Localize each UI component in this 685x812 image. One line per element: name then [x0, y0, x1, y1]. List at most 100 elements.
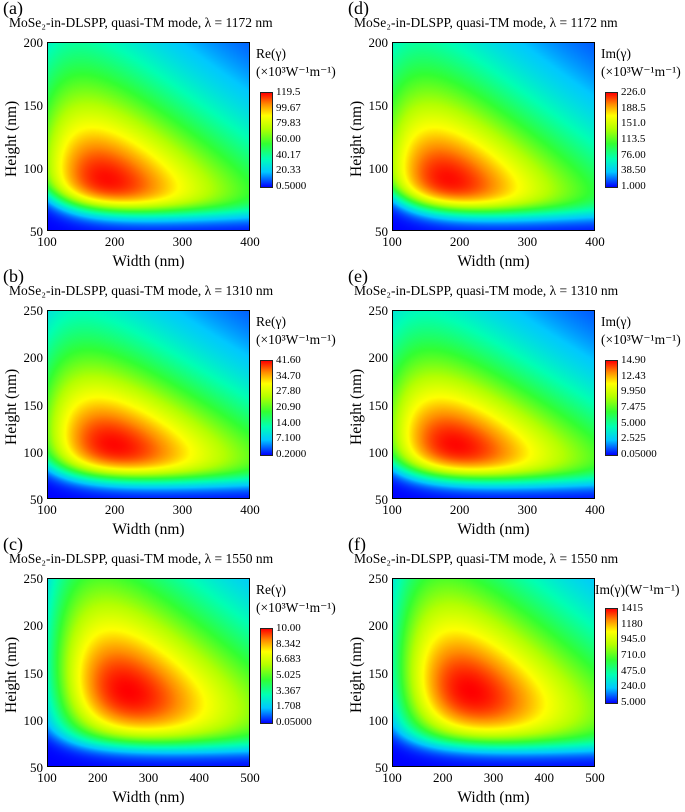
colorbar-tick-label: 188.5	[621, 101, 646, 114]
colorbar-tick-label: 38.50	[621, 164, 646, 177]
colorbar	[260, 628, 273, 724]
colorbar-title: (×10³W⁻¹m⁻¹)	[256, 332, 336, 347]
colorbar-tick-label: 10.00	[276, 622, 301, 634]
y-tick-label: 150	[368, 397, 389, 413]
colorbar-tick-label: 710.0	[621, 649, 646, 661]
y-axis-label: Height (nm)	[348, 100, 365, 177]
x-tick-label: 400	[585, 234, 605, 249]
colorbar-tick-label: 0.05000	[621, 448, 657, 460]
y-tick-label: 100	[23, 444, 44, 460]
colorbar-tick-label: 240.0	[621, 680, 646, 693]
x-tick-label: 300	[517, 234, 538, 249]
colorbar-title: Re(γ)	[256, 314, 286, 329]
chart-panel: (e) MoSe₂-in-DLSPP, quasi-TM mode, λ = 13…	[345, 266, 685, 538]
y-tick-label: 200	[23, 350, 44, 366]
chart-panel: (b) MoSe₂-in-DLSPP, quasi-TM mode, λ = 13…	[0, 266, 340, 538]
y-tick-label: 50	[30, 224, 43, 239]
colorbar	[605, 360, 618, 456]
x-axis-label: Width (nm)	[457, 789, 530, 806]
colorbar-tick-label: 7.100	[276, 432, 301, 445]
colorbar-tick-label: 1.708	[276, 700, 301, 713]
chart-title: MoSe₂-in-DLSPP, quasi-TM mode, λ = 1310 …	[9, 283, 274, 298]
x-tick-label: 100	[37, 770, 57, 785]
colorbar-tick-label: 20.33	[276, 164, 301, 177]
heatmap-image	[392, 578, 595, 767]
x-tick-label: 100	[37, 502, 57, 517]
colorbar-tick-label: 41.60	[276, 354, 301, 366]
x-tick-label: 400	[240, 234, 260, 249]
colorbar-tick-label: 0.2000	[276, 448, 307, 460]
colorbar-tick-label: 79.83	[276, 117, 301, 130]
y-tick-label: 150	[23, 397, 44, 413]
x-tick-label: 100	[37, 234, 57, 249]
y-tick-label: 100	[23, 712, 44, 728]
y-axis-label: Height (nm)	[3, 636, 20, 713]
plot-area	[47, 310, 250, 499]
colorbar-tick-label: 0.05000	[276, 716, 312, 728]
x-tick-label: 200	[104, 502, 125, 517]
plot-area	[392, 310, 595, 499]
x-tick-label: 500	[240, 770, 260, 785]
x-tick-label: 200	[88, 770, 108, 785]
x-tick-label: 300	[517, 502, 538, 517]
chart-title: MoSe₂-in-DLSPP, quasi-TM mode, λ = 1172 …	[354, 15, 618, 30]
colorbar-tick-label: 3.367	[276, 684, 301, 697]
colorbar-title: Im(γ)	[601, 314, 631, 329]
x-axis-label: Width (nm)	[457, 253, 530, 270]
x-tick-label: 400	[585, 502, 605, 517]
colorbar-title: (×10³W⁻¹m⁻¹)	[256, 64, 336, 79]
chart-title: MoSe₂-in-DLSPP, quasi-TM mode, λ = 1550 …	[9, 551, 274, 566]
y-tick-label: 150	[368, 98, 389, 113]
x-tick-label: 400	[189, 770, 210, 785]
heatmap-image	[392, 42, 595, 231]
x-tick-label: 400	[240, 502, 260, 517]
colorbar-tick-label: 5.000	[621, 696, 646, 708]
y-tick-label: 150	[23, 665, 44, 681]
y-axis-label: Height (nm)	[348, 636, 365, 713]
colorbar-tick-label: 12.43	[621, 369, 646, 382]
x-tick-label: 100	[382, 234, 402, 249]
colorbar	[605, 92, 618, 188]
x-axis-label: Width (nm)	[112, 253, 185, 270]
colorbar-tick-label: 113.5	[621, 133, 646, 145]
panel-label: (d)	[348, 0, 369, 18]
colorbar-tick-label: 1180	[621, 617, 643, 630]
plot-area	[47, 578, 250, 767]
y-tick-label: 100	[368, 712, 389, 728]
x-tick-label: 200	[449, 502, 470, 517]
y-tick-label: 50	[30, 492, 43, 507]
chart-panel: (c) MoSe₂-in-DLSPP, quasi-TM mode, λ = 15…	[0, 534, 340, 806]
colorbar-tick-label: 5.025	[276, 669, 301, 681]
colorbar-tick-label: 40.17	[276, 148, 301, 161]
heatmap-image	[47, 42, 250, 231]
colorbar-tick-label: 2.525	[621, 432, 646, 445]
colorbar-title: Re(γ)	[256, 46, 286, 61]
colorbar-tick-label: 9.950	[621, 385, 646, 398]
heatmap-image	[47, 578, 250, 767]
colorbar-tick-label: 5.000	[621, 416, 646, 429]
colorbar-title: Im(γ)(W⁻¹m⁻¹)	[595, 582, 680, 597]
y-tick-label: 50	[30, 760, 43, 775]
y-tick-label: 50	[375, 224, 388, 239]
chart-title: MoSe₂-in-DLSPP, quasi-TM mode, λ = 1550 …	[354, 551, 619, 566]
chart-panel: (d) MoSe₂-in-DLSPP, quasi-TM mode, λ = 11…	[345, 0, 685, 270]
y-tick-label: 150	[23, 98, 44, 113]
y-tick-label: 250	[368, 571, 389, 586]
y-tick-label: 200	[368, 618, 389, 634]
x-axis-label: Width (nm)	[112, 521, 185, 538]
x-tick-label: 200	[104, 234, 125, 249]
colorbar-tick-label: 76.00	[621, 148, 646, 161]
plot-area	[47, 42, 250, 231]
colorbar-tick-label: 7.475	[621, 401, 646, 413]
y-tick-label: 100	[23, 161, 44, 176]
x-tick-label: 200	[433, 770, 453, 785]
x-tick-label: 300	[483, 770, 504, 785]
colorbar	[260, 360, 273, 456]
chart-title: MoSe₂-in-DLSPP, quasi-TM mode, λ = 1310 …	[354, 283, 619, 298]
y-tick-label: 200	[368, 350, 389, 366]
plot-area	[392, 42, 595, 231]
colorbar-tick-label: 475.0	[621, 664, 646, 677]
colorbar	[260, 92, 273, 188]
x-tick-label: 200	[449, 234, 470, 249]
panel-label: (a)	[3, 0, 23, 18]
